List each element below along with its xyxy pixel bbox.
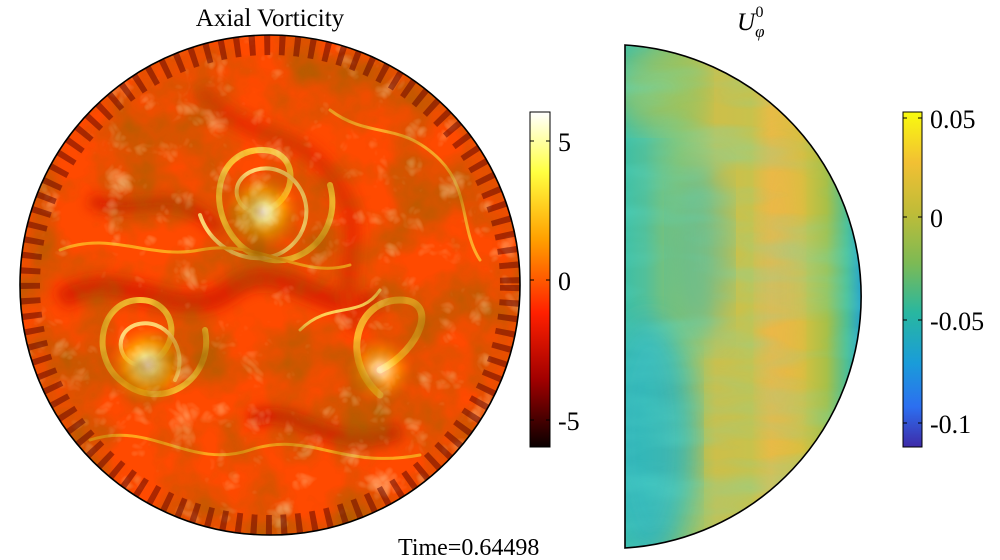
right-panel-title-main: U (737, 9, 757, 36)
vorticity-disk (20, 35, 520, 535)
uphi-colorbar: 0.05 0 -0.05 -0.1 (902, 105, 984, 448)
vorticity-colorbar: 5 0 -5 (529, 111, 580, 448)
uphi-half-disk-border (624, 44, 862, 549)
uphi-tick-label: 0.05 (930, 105, 976, 134)
right-panel-title-sub: φ (755, 22, 764, 41)
uphi-tick-label: 0 (930, 204, 943, 233)
left-panel-title: Axial Vorticity (196, 5, 345, 32)
vorticity-tick-label: 0 (558, 267, 571, 296)
right-panel-title-sup: 0 (755, 4, 763, 21)
uphi-colorbar-strip (902, 111, 923, 448)
time-label: Time=0.64498 (398, 535, 539, 560)
uphi-half-disk (625, 45, 862, 548)
uphi-tick-label: -0.1 (930, 410, 971, 439)
right-panel-title: Uφ0 (737, 4, 764, 41)
vorticity-tick-label: -5 (558, 407, 580, 436)
vorticity-tick-label: 5 (558, 128, 571, 157)
uphi-tick-label: -0.05 (930, 307, 984, 336)
vorticity-disk-border (19, 34, 521, 536)
